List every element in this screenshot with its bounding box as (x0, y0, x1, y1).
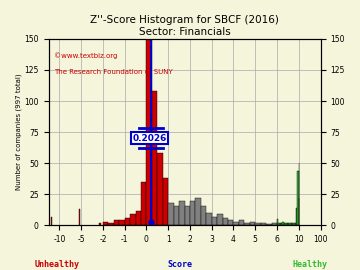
Bar (119, 221, 125, 225)
Bar (136, 211, 141, 225)
Bar (108, 223, 114, 225)
Y-axis label: Number of companies (997 total): Number of companies (997 total) (15, 74, 22, 190)
Bar (277, 219, 278, 225)
Bar (152, 91, 157, 225)
Bar (296, 208, 297, 225)
Title: Z''-Score Histogram for SBCF (2016)
Sector: Financials: Z''-Score Histogram for SBCF (2016) Sect… (90, 15, 279, 37)
Bar (281, 223, 283, 225)
Bar (293, 223, 295, 225)
Bar (255, 223, 261, 225)
Bar (212, 217, 217, 225)
Bar (163, 178, 168, 225)
Bar (266, 224, 271, 225)
Bar (190, 201, 195, 225)
Bar (168, 203, 174, 225)
Bar (206, 213, 212, 225)
Bar (280, 223, 281, 225)
Bar (125, 218, 130, 225)
Bar (284, 223, 285, 225)
Bar (195, 198, 201, 225)
Bar (147, 39, 152, 225)
Bar (79, 209, 80, 225)
Bar (283, 222, 284, 225)
Bar (292, 223, 293, 225)
Bar (289, 223, 291, 225)
Bar (250, 222, 255, 225)
Bar (271, 223, 277, 225)
Bar (261, 223, 266, 225)
Text: Score: Score (167, 260, 193, 269)
Text: The Research Foundation of SUNY: The Research Foundation of SUNY (54, 69, 173, 75)
Bar (103, 222, 108, 225)
Text: Unhealthy: Unhealthy (35, 260, 80, 269)
Bar (179, 201, 185, 225)
Bar (239, 221, 244, 225)
Bar (287, 223, 288, 225)
Text: 0.2026: 0.2026 (132, 134, 167, 143)
Bar (288, 223, 289, 225)
Bar (291, 223, 292, 225)
Bar (51, 217, 52, 225)
Bar (228, 221, 234, 225)
Text: ©www.textbiz.org: ©www.textbiz.org (54, 52, 117, 59)
Bar (297, 171, 299, 225)
Bar (185, 205, 190, 225)
Bar (157, 153, 163, 225)
Bar (141, 182, 147, 225)
Bar (295, 223, 296, 225)
Bar (217, 214, 222, 225)
Bar (285, 223, 287, 225)
Bar (130, 214, 136, 225)
Bar (222, 218, 228, 225)
Bar (114, 221, 119, 225)
Text: Healthy: Healthy (292, 260, 327, 269)
Bar (99, 223, 101, 225)
Bar (234, 222, 239, 225)
Bar (201, 205, 206, 225)
Bar (174, 205, 179, 225)
Bar (278, 223, 280, 225)
Bar (244, 223, 250, 225)
